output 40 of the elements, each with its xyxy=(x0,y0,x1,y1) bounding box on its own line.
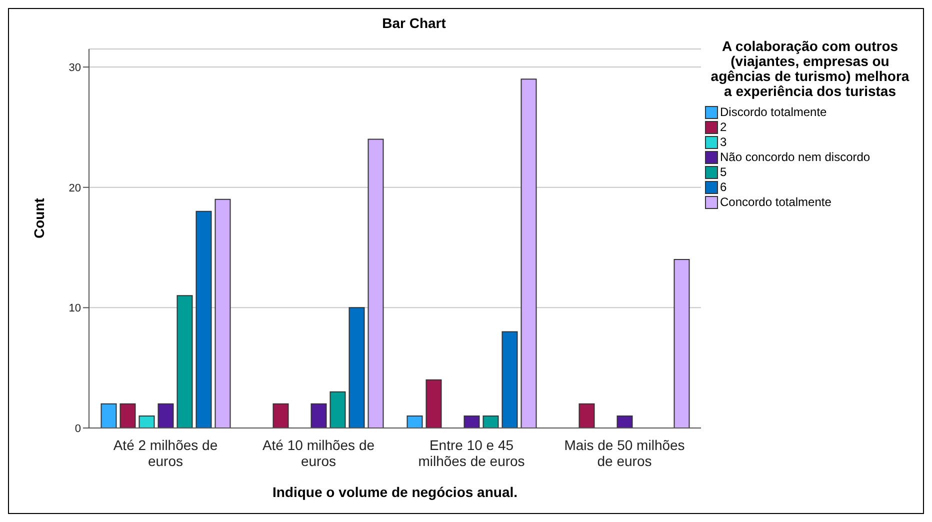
bar xyxy=(482,415,499,428)
bar xyxy=(272,403,289,428)
y-tick-label: 10 xyxy=(68,302,81,315)
y-tick-label: 20 xyxy=(68,182,81,194)
bar xyxy=(502,331,518,428)
legend-title: A colaboração com outros (viajantes, empresas ou agências de turismo) melhora a experiência dos turistas xyxy=(710,38,910,99)
bar xyxy=(674,259,690,428)
bar xyxy=(196,210,212,428)
bar xyxy=(348,307,365,428)
bar xyxy=(138,415,155,428)
chart-title: Bar Chart xyxy=(381,15,447,31)
x-axis-title: Indique o volume de negócios anual. xyxy=(272,484,518,500)
legend-label: Concordo totalmente xyxy=(720,195,832,210)
legend-label: 6 xyxy=(720,180,727,195)
bar xyxy=(310,403,327,428)
x-tick-label: Entre 10 e 45 milhões de euros xyxy=(418,437,525,469)
y-tick-label: 30 xyxy=(68,62,81,74)
x-tick-label: Até 10 milhões de euros xyxy=(262,437,375,469)
legend-label: Não concordo nem discordo xyxy=(720,150,870,165)
legend-label: 5 xyxy=(720,165,727,180)
y-tick-label: 0 xyxy=(74,422,81,435)
x-tick-label: Até 2 milhões de euros xyxy=(113,437,218,469)
bar xyxy=(176,295,193,428)
bar xyxy=(120,403,136,428)
legend-label: 2 xyxy=(720,120,727,135)
bar xyxy=(100,403,117,428)
bar xyxy=(158,403,174,428)
bar xyxy=(214,198,231,428)
bar xyxy=(616,415,633,428)
bar xyxy=(464,415,480,428)
bar xyxy=(406,415,423,428)
bar xyxy=(426,379,442,428)
bar xyxy=(578,403,595,428)
legend-label: Discordo totalmente xyxy=(720,105,827,120)
bar xyxy=(330,391,346,428)
x-tick-label: Mais de 50 milhões de euros xyxy=(564,437,685,469)
bar xyxy=(520,78,537,428)
bar xyxy=(368,138,384,428)
y-axis-title: Count xyxy=(30,198,47,238)
legend-label: 3 xyxy=(720,135,727,150)
